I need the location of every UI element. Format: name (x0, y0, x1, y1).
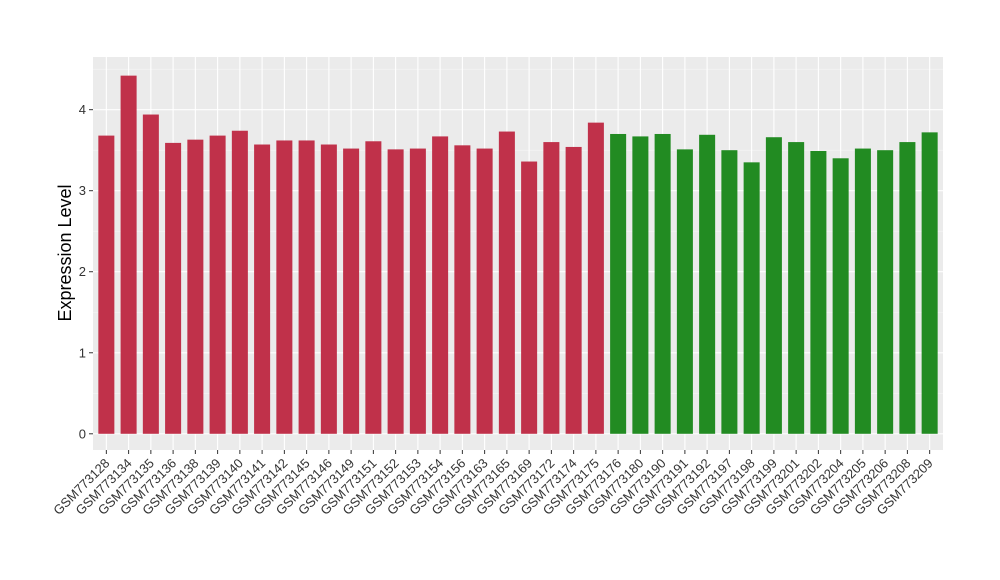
bar-GSM773209 (921, 132, 938, 434)
bar-GSM773163 (476, 148, 493, 434)
bar-GSM773199 (765, 137, 782, 434)
y-tick-label: 3 (79, 183, 86, 198)
bar-GSM773192 (699, 134, 716, 434)
bar-GSM773156 (454, 145, 471, 434)
y-axis: 0 1 2 3 4 (79, 102, 93, 441)
bar-GSM773169 (521, 161, 538, 434)
bar-GSM773191 (676, 149, 693, 434)
bar-GSM773198 (743, 162, 760, 434)
y-tick-label: 2 (79, 264, 86, 279)
bar-GSM773190 (654, 133, 671, 434)
y-tick-label: 0 (79, 426, 86, 441)
bar-GSM773154 (432, 136, 449, 434)
bar-GSM773208 (899, 142, 916, 434)
bar-GSM773206 (877, 150, 894, 434)
bar-GSM773175 (587, 122, 604, 434)
bar-GSM773149 (343, 148, 360, 434)
bar-GSM773180 (632, 136, 649, 434)
x-axis: GSM773128GSM773134GSM773135GSM773136GSM7… (50, 450, 936, 518)
y-tick-label: 4 (79, 102, 86, 117)
bar-GSM773138 (187, 139, 204, 434)
bar-GSM773174 (565, 146, 582, 434)
bar-GSM773204 (832, 158, 849, 434)
bar-GSM773165 (498, 131, 515, 434)
bar-GSM773141 (254, 144, 271, 434)
bars (98, 75, 938, 434)
bar-GSM773176 (610, 133, 627, 434)
bar-GSM773201 (788, 142, 805, 434)
bar-GSM773152 (387, 149, 404, 434)
bar-GSM773202 (810, 150, 827, 434)
bar-GSM773205 (854, 148, 871, 434)
bar-GSM773145 (298, 140, 315, 434)
bar-GSM773197 (721, 150, 738, 434)
bar-GSM773151 (365, 141, 382, 434)
bar-GSM773128 (98, 135, 115, 434)
y-axis-title: Expression Level (55, 184, 75, 321)
bar-GSM773142 (276, 140, 293, 434)
bar-GSM773135 (142, 114, 159, 434)
bar-GSM773134 (120, 75, 137, 434)
bar-GSM773153 (409, 148, 426, 434)
bar-GSM773139 (209, 135, 226, 434)
y-tick-label: 1 (79, 345, 86, 360)
bar-GSM773172 (543, 142, 560, 434)
bar-GSM773146 (320, 144, 337, 434)
bar-GSM773136 (165, 142, 182, 434)
bar-GSM773140 (231, 130, 248, 434)
